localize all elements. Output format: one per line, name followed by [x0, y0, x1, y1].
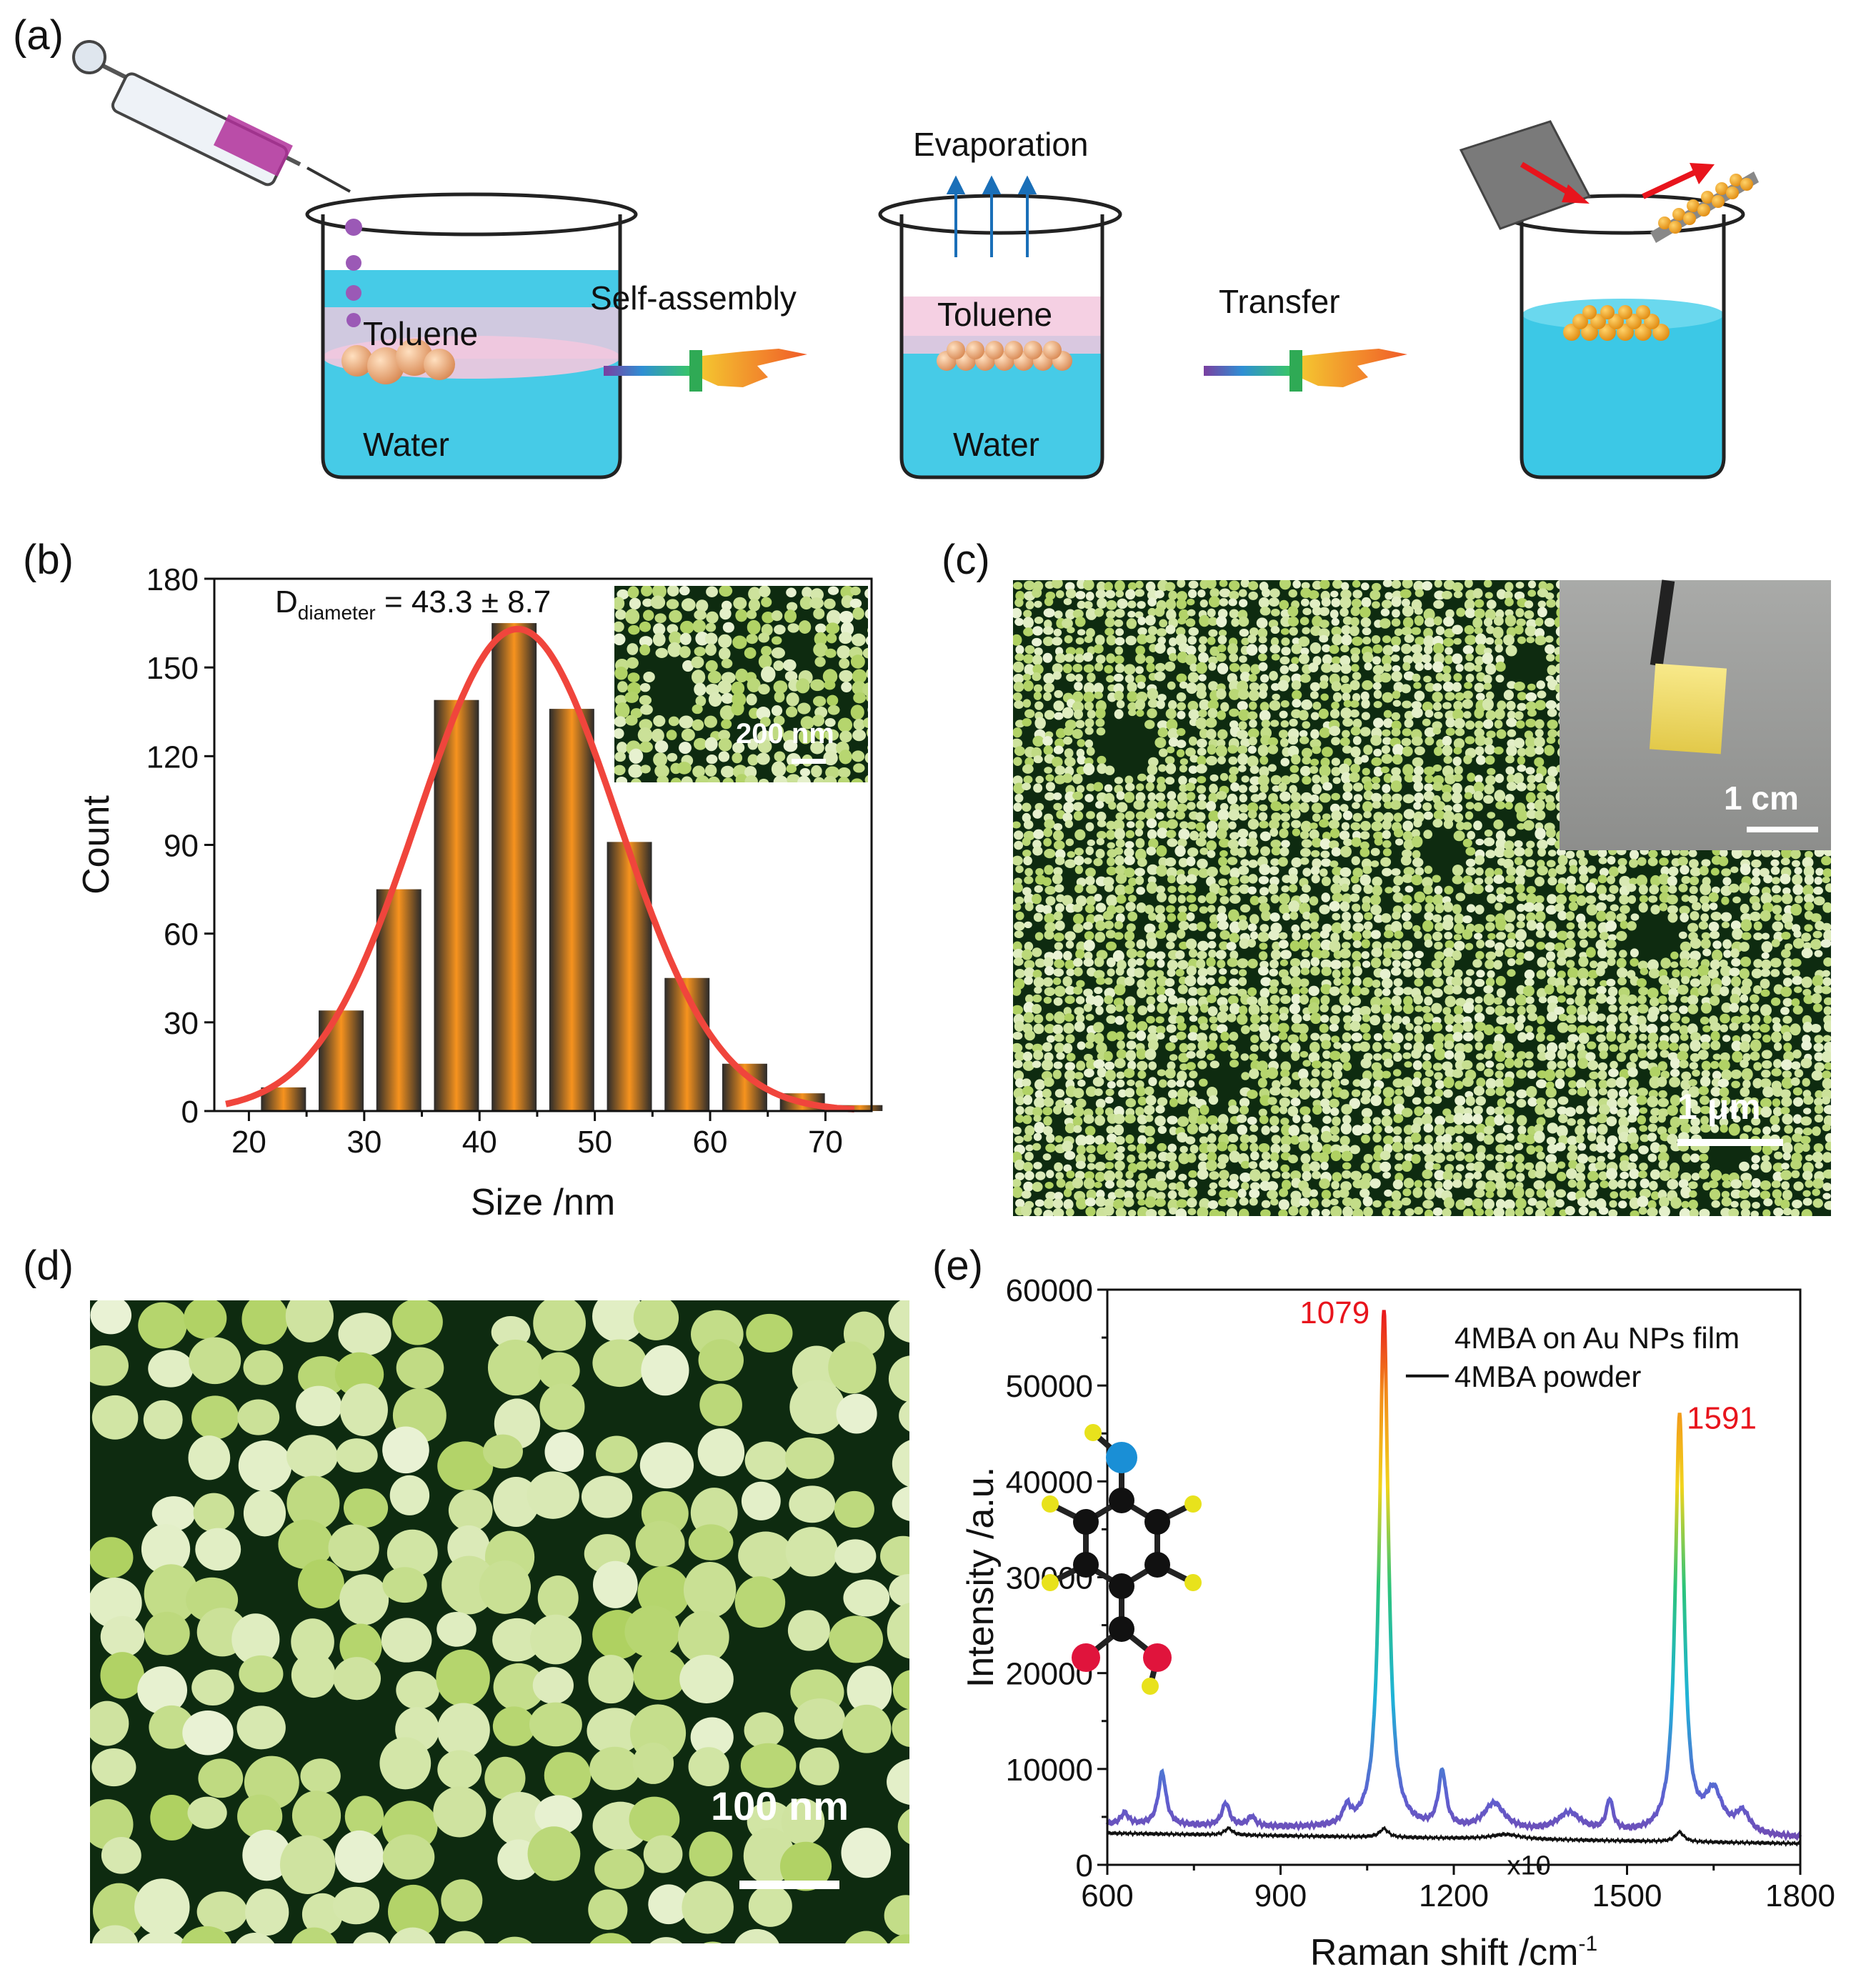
- atom: [1109, 1616, 1134, 1642]
- nanoparticle-layer: [90, 1300, 909, 1943]
- nanoparticle-layer: [614, 586, 868, 782]
- diameter-annotation: Ddiameter = 43.3 ± 8.7: [275, 584, 551, 624]
- y-tick-label: 60: [164, 917, 199, 952]
- x-tick-label: 60: [693, 1125, 728, 1160]
- panel-b-letter: (b): [23, 537, 74, 583]
- sem-c-scale-label: 1 μm: [1677, 1087, 1761, 1127]
- y-tick-label: 60000: [1006, 1273, 1093, 1308]
- bar: [434, 699, 479, 1111]
- atom: [1144, 1509, 1170, 1535]
- panel-a-schematic: [72, 40, 1759, 479]
- y-tick-label: 10000: [1006, 1753, 1093, 1788]
- atom: [1073, 1509, 1099, 1535]
- atom: [1109, 1488, 1134, 1513]
- diameter-subscript: diameter: [297, 601, 376, 624]
- atom: [1106, 1442, 1137, 1473]
- x-tick-label: 1800: [1765, 1878, 1835, 1913]
- atom: [1143, 1643, 1172, 1672]
- inset-b-scale-label: 200 nm: [736, 718, 834, 750]
- x-tick-label: 1200: [1419, 1878, 1489, 1913]
- step2-label: Transfer: [1219, 283, 1340, 320]
- sem-d-scale-label: 100 nm: [711, 1783, 849, 1828]
- panel-c-letter: (c): [942, 537, 990, 583]
- sem-c-scalebar: [1677, 1139, 1783, 1146]
- bar: [837, 1105, 883, 1111]
- arrow-right-icon: [604, 349, 807, 392]
- x-tick-label: 900: [1254, 1878, 1307, 1913]
- atom: [1144, 1552, 1170, 1578]
- peak-label: 1591: [1687, 1401, 1757, 1436]
- y-axis-label: Intensity /a.u.: [960, 1467, 1002, 1688]
- inset-c-scalebar: [1747, 827, 1818, 832]
- atom: [1142, 1678, 1159, 1695]
- y-tick-label: 150: [146, 651, 199, 686]
- panel-e-letter: (e): [932, 1243, 983, 1289]
- histogram-chart: 0 30 60 90 120 150 180 20 30 40 50 60 70 Size /nm Coun…: [76, 562, 883, 1223]
- inset-c-scale-label: 1 cm: [1724, 780, 1799, 817]
- beaker1-water-label: Water: [363, 426, 449, 463]
- syringe-icon: [72, 40, 351, 193]
- y-axis-label: Count: [76, 795, 117, 895]
- atom: [1073, 1552, 1099, 1578]
- beaker-1: [305, 192, 638, 479]
- sem-image-d: [90, 1300, 909, 1943]
- evaporation-label: Evaporation: [913, 126, 1089, 163]
- y-tick-label: 0: [181, 1095, 199, 1130]
- y-tick-label: 50000: [1006, 1369, 1093, 1404]
- beaker1-solvent-label: Toluene: [363, 315, 479, 352]
- beaker2-water-label: Water: [953, 426, 1039, 463]
- y-tick-label: 0: [1076, 1848, 1093, 1883]
- x-axis-label: Raman shift /cm-1: [1310, 1932, 1597, 1967]
- panel-a-letter: (a): [13, 12, 64, 59]
- arrow-right-icon-2: [1204, 349, 1407, 392]
- bar: [492, 623, 537, 1111]
- bar: [549, 709, 594, 1111]
- inset-b-scalebar: [792, 759, 826, 764]
- x-tick-label: 600: [1081, 1878, 1133, 1913]
- y-tick-label: 30: [164, 1006, 199, 1041]
- series-line-film: [1105, 1310, 1802, 1842]
- molecule-4mba-icon: [1042, 1424, 1202, 1695]
- beaker-2: [878, 175, 1122, 479]
- atom: [1109, 1573, 1134, 1599]
- atom: [1184, 1574, 1202, 1591]
- peak-label: 1079: [1299, 1295, 1369, 1330]
- bar: [319, 1010, 364, 1111]
- x-tick-label: 50: [577, 1125, 612, 1160]
- x-tick-label: 20: [231, 1125, 266, 1160]
- step1-label: Self-assembly: [590, 279, 797, 317]
- y-tick-label: 180: [146, 562, 199, 597]
- tweezer-icon: [1650, 579, 1675, 667]
- legend-label-powder: 4MBA powder: [1455, 1360, 1641, 1393]
- inset-photo-c: 1 cm: [1560, 579, 1831, 850]
- x-axis-label: Size /nm: [471, 1182, 615, 1223]
- multiplier-note: x10: [1507, 1851, 1550, 1881]
- atom: [1184, 1495, 1202, 1513]
- atom: [1042, 1574, 1059, 1591]
- atom: [1042, 1495, 1059, 1513]
- y-tick-label: 90: [164, 829, 199, 864]
- atom: [1084, 1424, 1102, 1441]
- diameter-value: = 43.3 ± 8.7: [375, 584, 552, 619]
- bar: [607, 842, 652, 1111]
- bar: [376, 889, 421, 1111]
- panel-d-letter: (d): [23, 1243, 74, 1289]
- film-sample: [1649, 663, 1727, 755]
- gaussian-fit-line: [225, 625, 855, 1113]
- raman-chart: 0100002000030000400005000060000600900120…: [960, 1273, 1835, 1967]
- y-tick-label: 40000: [1006, 1465, 1093, 1500]
- beaker2-solvent-label: Toluene: [937, 296, 1053, 333]
- inset-sem-image-b: [614, 586, 868, 782]
- x-tick-label: 70: [808, 1125, 843, 1160]
- sem-d-scalebar: [739, 1881, 839, 1889]
- x-tick-label: 30: [346, 1125, 381, 1160]
- legend-label-film: 4MBA on Au NPs film: [1455, 1321, 1740, 1355]
- beaker-3: [1459, 120, 1759, 479]
- x-tick-label: 1500: [1592, 1878, 1662, 1913]
- series-line-powder: [1106, 1826, 1802, 1847]
- diameter-symbol: D: [275, 584, 298, 619]
- atom: [1072, 1643, 1100, 1672]
- x-tick-label: 40: [462, 1125, 497, 1160]
- y-tick-label: 120: [146, 740, 199, 775]
